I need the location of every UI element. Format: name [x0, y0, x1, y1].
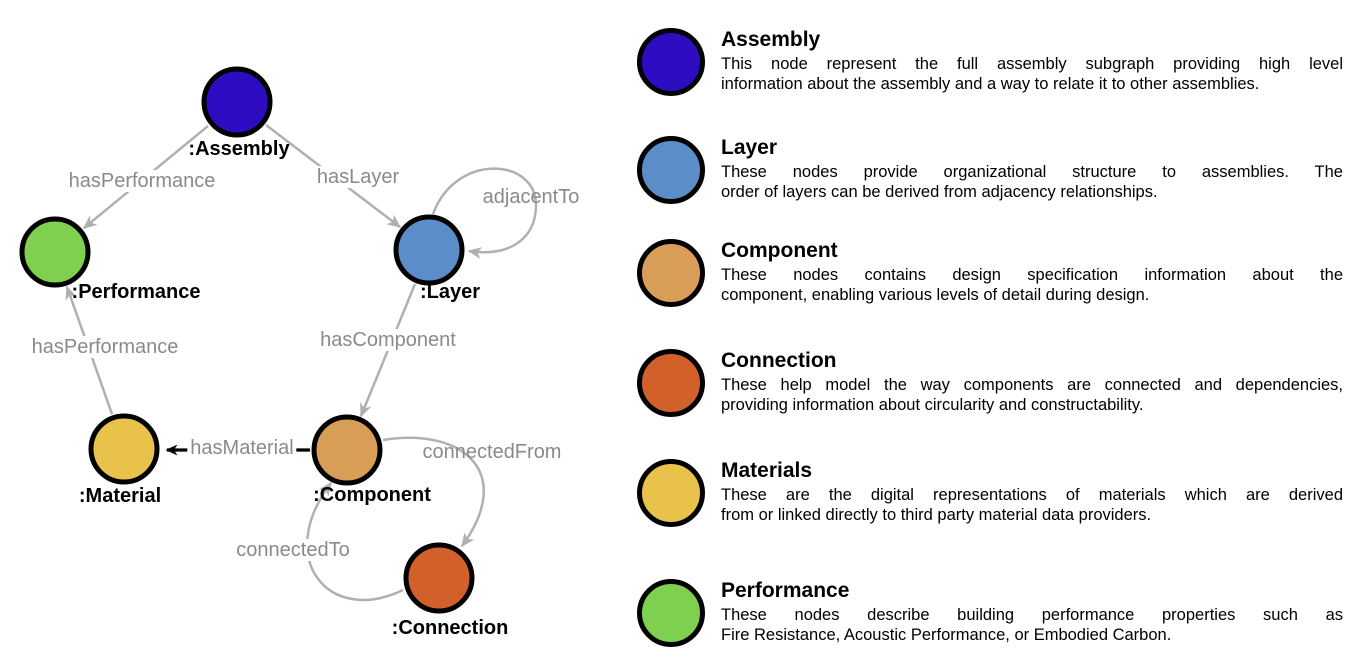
node-label-layer: :Layer: [419, 281, 481, 303]
legend-title-assembly: Assembly: [721, 28, 821, 51]
legend-desc-performance-line1: These nodes describe building performanc…: [721, 606, 1343, 624]
edge-component-connectedfrom: [382, 436, 485, 548]
legend-circle-layer: [637, 136, 705, 204]
legend-circle-materials: [637, 459, 705, 527]
legend-desc-assembly-line2: information about the assembly and a way…: [721, 74, 1260, 93]
legend-row-performance: Performance These nodes describe buildin…: [637, 579, 1343, 647]
legend-title-connection: Connection: [721, 349, 837, 372]
legend-row-layer: Layer These nodes provide organizational…: [637, 136, 1343, 204]
edge-label-hasperformance-top: hasPerformance: [65, 170, 219, 192]
node-label-assembly: :Assembly: [188, 138, 290, 160]
node-material-circle: [88, 413, 160, 485]
legend-desc-performance-line2: Fire Resistance, Acoustic Performance, o…: [721, 625, 1172, 644]
legend-row-materials: Materials These are the digital represen…: [637, 459, 1343, 527]
legend-desc-connection-line2: providing information about circularity …: [721, 395, 1144, 414]
legend-desc-layer-line1: These nodes provide organizational struc…: [721, 163, 1343, 181]
legend-circle-connection: [637, 349, 705, 417]
legend-desc-component-line2: component, enabling various levels of de…: [721, 285, 1150, 304]
legend-desc-layer-line2: order of layers can be derived from adja…: [721, 182, 1158, 201]
legend-circle-component: [637, 239, 705, 307]
legend-title-materials: Materials: [721, 459, 813, 482]
edge-label-hasmaterial: hasMaterial: [187, 437, 297, 459]
edge-label-adjacentto: adjacentTo: [482, 186, 580, 208]
legend-row-assembly: Assembly This node represent the full as…: [637, 28, 1343, 96]
legend-desc-materials-line2: from or linked directly to third party m…: [721, 505, 1152, 524]
legend-desc-connection-line1: These help model the way components are …: [721, 376, 1343, 394]
edge-label-haslayer: hasLayer: [313, 166, 403, 188]
edge-label-hascomponent: hasComponent: [317, 329, 459, 351]
legend-title-layer: Layer: [721, 136, 778, 159]
edge-connection-connectedto: [305, 481, 404, 602]
node-label-connection: :Connection: [391, 617, 509, 639]
node-label-performance: :Performance: [71, 281, 201, 303]
legend-row-connection: Connection These help model the way comp…: [637, 349, 1343, 417]
node-performance-circle: [19, 216, 91, 288]
edge-label-connectedto: connectedTo: [233, 539, 353, 561]
legend-circle-performance: [637, 579, 705, 647]
node-label-material: :Material: [78, 485, 162, 507]
node-layer-circle: [393, 214, 465, 286]
node-component-circle: [311, 414, 383, 486]
legend-circle-assembly: [637, 28, 705, 96]
legend-title-performance: Performance: [721, 579, 850, 602]
legend-desc-materials-line1: These are the digital representations of…: [721, 486, 1343, 504]
legend-desc-component-line1: These nodes contains design specificatio…: [721, 266, 1343, 284]
node-connection-circle: [403, 542, 475, 614]
graph-canvas: hasPerformance hasLayer adjacentTo hasCo…: [0, 0, 620, 672]
legend-row-component: Component These nodes contains design sp…: [637, 239, 1343, 307]
edge-label-hasperformance-left: hasPerformance: [28, 336, 182, 358]
edge-label-connectedfrom: connectedFrom: [422, 441, 562, 463]
legend-title-component: Component: [721, 239, 838, 262]
edge-layer-adjacentto-selfloop: [431, 167, 538, 259]
node-label-component: :Component: [313, 484, 431, 506]
legend-desc-assembly-line1: This node represent the full assembly su…: [721, 55, 1343, 73]
node-assembly-circle: [201, 66, 273, 138]
